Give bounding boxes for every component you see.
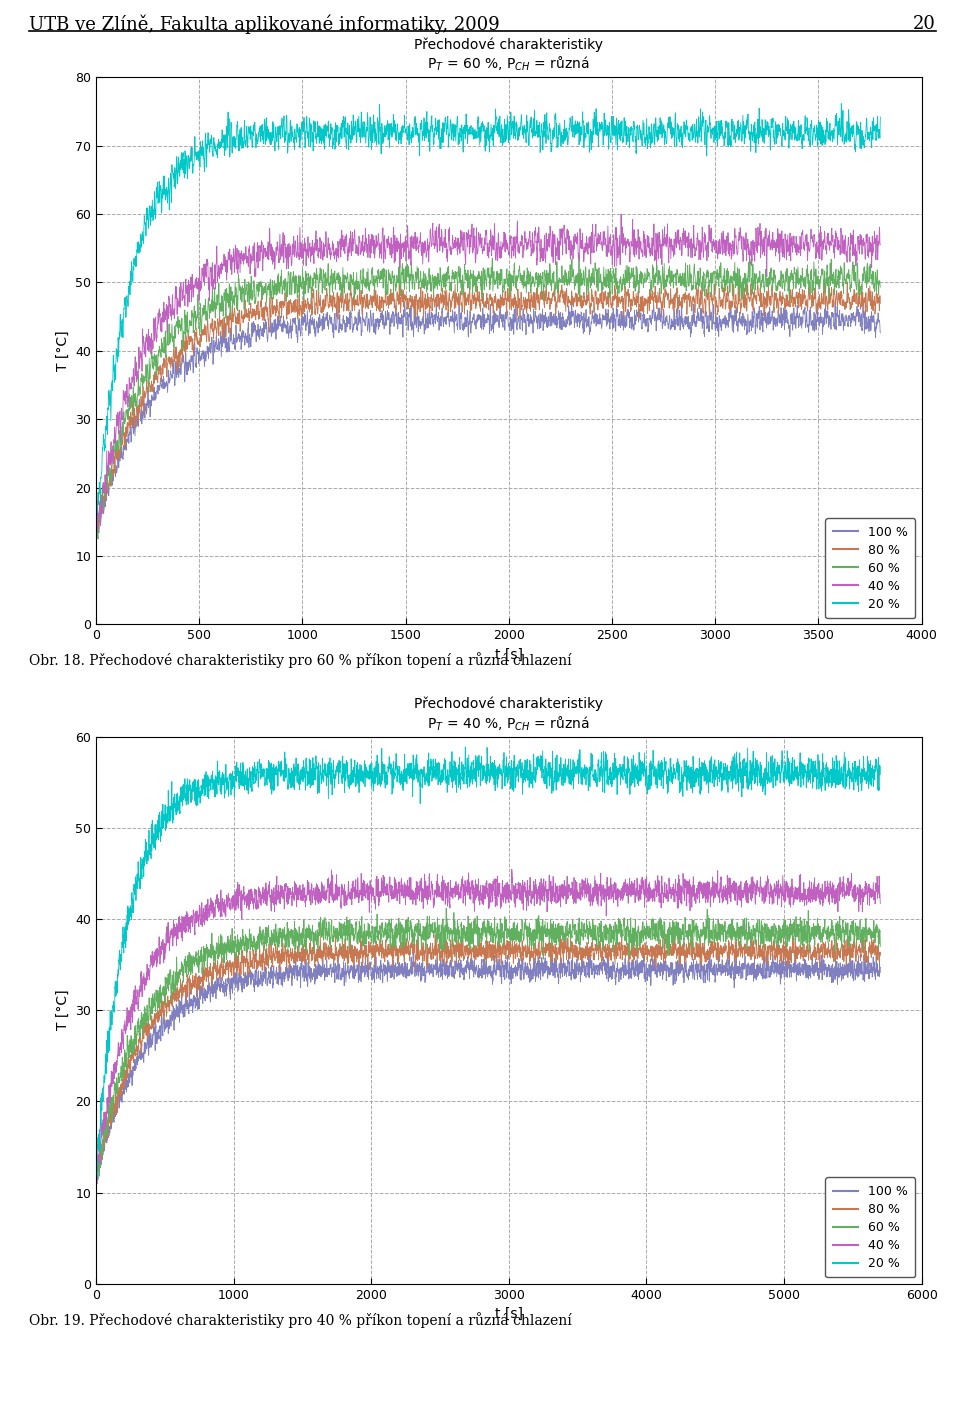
X-axis label: t [s]: t [s] [494,648,523,662]
Y-axis label: T [°C]: T [°C] [56,991,69,1030]
Title: Přechodové charakteristiky
P$_T$ = 40 %, P$_{CH}$ = různá: Přechodové charakteristiky P$_T$ = 40 %,… [415,697,603,732]
Y-axis label: T [°C]: T [°C] [56,331,69,370]
Text: Obr. 18. Přechodové charakteristiky pro 60 % příkon topení a různá chlazení: Obr. 18. Přechodové charakteristiky pro … [29,652,571,668]
Text: 20: 20 [913,14,936,32]
Text: Obr. 19. Přechodové charakteristiky pro 40 % příkon topení a různá chlazení: Obr. 19. Přechodové charakteristiky pro … [29,1312,571,1327]
X-axis label: t [s]: t [s] [494,1308,523,1322]
Text: UTB ve Zlíně, Fakulta aplikované informatiky, 2009: UTB ve Zlíně, Fakulta aplikované informa… [29,14,499,34]
Title: Přechodové charakteristiky
P$_T$ = 60 %, P$_{CH}$ = různá: Přechodové charakteristiky P$_T$ = 60 %,… [415,38,603,73]
Legend: 100 %, 80 %, 60 %, 40 %, 20 %: 100 %, 80 %, 60 %, 40 %, 20 % [826,1177,915,1278]
Legend: 100 %, 80 %, 60 %, 40 %, 20 %: 100 %, 80 %, 60 %, 40 %, 20 % [826,518,915,619]
